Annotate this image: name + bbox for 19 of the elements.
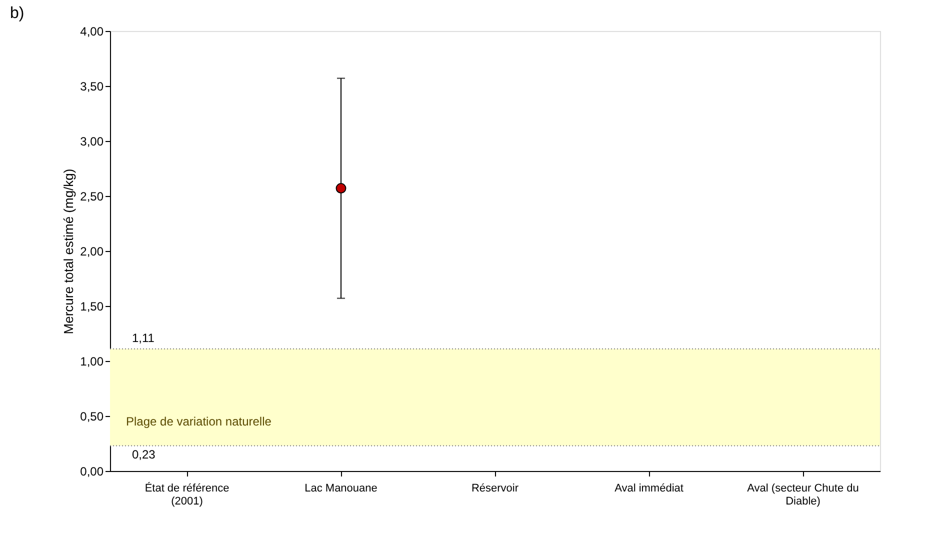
y-tick-label: 1,00 [80, 354, 104, 368]
x-tick-label: Aval (secteur Chute du Diable) [747, 482, 859, 508]
y-tick-label: 4,00 [80, 24, 104, 38]
y-tick-label: 2,00 [80, 244, 104, 258]
x-tick-label: Réservoir [471, 482, 519, 494]
x-tick-label: Aval immédiat [614, 482, 684, 494]
y-tick-label: 0,50 [80, 410, 104, 424]
y-axis-title: Mercure total estimé (mg/kg) [61, 168, 76, 334]
ref-line-label: 1,11 [132, 330, 155, 345]
x-tick-label: Lac Manouane [304, 482, 378, 494]
y-tick-label: 2,50 [80, 190, 104, 204]
band-label: Plage de variation naturelle [126, 414, 272, 428]
y-tick-label: 3,00 [80, 134, 104, 148]
y-tick-label: 3,50 [80, 80, 104, 94]
x-tick-label: État de référence (2001) [144, 482, 230, 508]
ref-line-label: 0,23 [132, 448, 156, 462]
y-tick-label: 0,00 [80, 464, 104, 478]
y-tick-label: 1,50 [80, 300, 104, 314]
chart-title: b) [10, 5, 24, 22]
